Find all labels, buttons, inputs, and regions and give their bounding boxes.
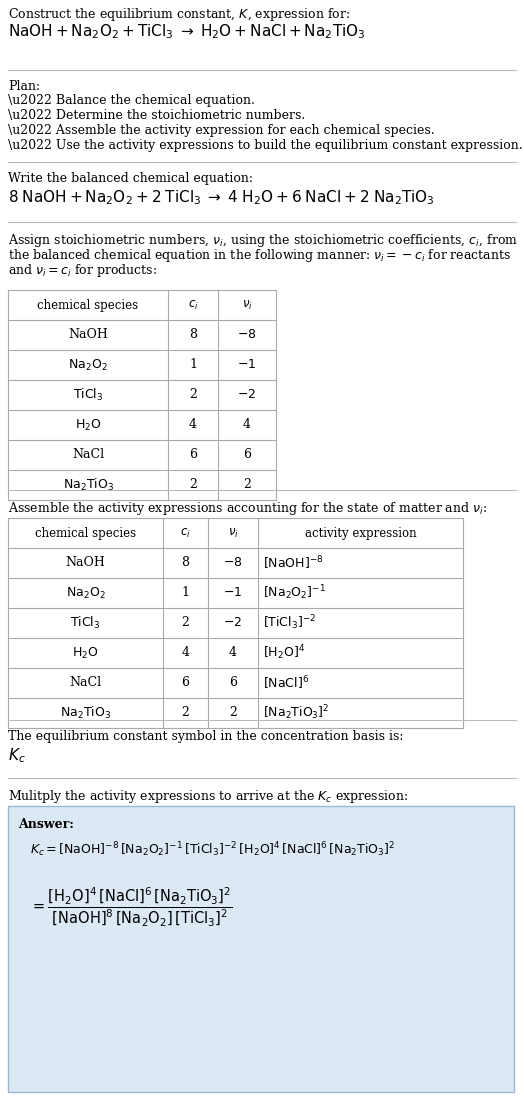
Text: Assign stoichiometric numbers, $\nu_i$, using the stoichiometric coefficients, $: Assign stoichiometric numbers, $\nu_i$, … (8, 232, 518, 249)
Text: $\mathrm{Na_2TiO_3}$: $\mathrm{Na_2TiO_3}$ (60, 705, 111, 721)
Text: activity expression: activity expression (304, 526, 416, 539)
Text: 4: 4 (181, 646, 190, 659)
Text: chemical species: chemical species (35, 526, 136, 539)
Text: \u2022 Use the activity expressions to build the equilibrium constant expression: \u2022 Use the activity expressions to b… (8, 139, 522, 152)
Text: $= \dfrac{[\mathrm{H_2O}]^4\,[\mathrm{NaCl}]^6\,[\mathrm{Na_2TiO_3}]^2}{[\mathrm: $= \dfrac{[\mathrm{H_2O}]^4\,[\mathrm{Na… (30, 886, 233, 929)
Text: 2: 2 (229, 707, 237, 719)
Text: $-8$: $-8$ (237, 328, 257, 341)
Text: $[\mathrm{NaCl}]^6$: $[\mathrm{NaCl}]^6$ (263, 674, 309, 691)
Text: $-2$: $-2$ (223, 617, 243, 630)
Text: $c_i$: $c_i$ (188, 298, 199, 312)
Text: 8: 8 (181, 556, 190, 569)
Text: 2: 2 (189, 389, 197, 402)
Text: NaCl: NaCl (72, 448, 104, 461)
Text: $[\mathrm{TiCl_3}]^{-2}$: $[\mathrm{TiCl_3}]^{-2}$ (263, 613, 316, 632)
Text: $-2$: $-2$ (237, 389, 257, 402)
Text: $-8$: $-8$ (223, 556, 243, 569)
Text: $[\mathrm{NaOH}]^{-8}$: $[\mathrm{NaOH}]^{-8}$ (263, 554, 323, 571)
Text: $\nu_i$: $\nu_i$ (227, 526, 238, 539)
Text: 6: 6 (243, 448, 251, 461)
Text: 1: 1 (189, 359, 197, 371)
Text: NaOH: NaOH (66, 556, 105, 569)
Text: 6: 6 (181, 676, 190, 689)
Text: $-1$: $-1$ (237, 359, 257, 371)
Text: $\nu_i$: $\nu_i$ (242, 298, 253, 312)
Text: 4: 4 (229, 646, 237, 659)
Text: $c_i$: $c_i$ (180, 526, 191, 539)
Text: \u2022 Assemble the activity expression for each chemical species.: \u2022 Assemble the activity expression … (8, 124, 434, 137)
Text: chemical species: chemical species (37, 298, 138, 312)
Text: Answer:: Answer: (18, 818, 74, 831)
Text: 6: 6 (189, 448, 197, 461)
Text: $K_c = [\mathrm{NaOH}]^{-8}\,[\mathrm{Na_2O_2}]^{-1}\,[\mathrm{TiCl_3}]^{-2}\,[\: $K_c = [\mathrm{NaOH}]^{-8}\,[\mathrm{Na… (30, 840, 395, 859)
Text: $\mathrm{H_2O}$: $\mathrm{H_2O}$ (75, 417, 101, 433)
Text: NaOH: NaOH (68, 328, 108, 341)
Text: $[\mathrm{Na_2TiO_3}]^2$: $[\mathrm{Na_2TiO_3}]^2$ (263, 704, 330, 722)
Text: $\mathrm{Na_2TiO_3}$: $\mathrm{Na_2TiO_3}$ (62, 477, 114, 493)
Text: 6: 6 (229, 676, 237, 689)
Text: The equilibrium constant symbol in the concentration basis is:: The equilibrium constant symbol in the c… (8, 730, 403, 743)
Text: $\mathrm{TiCl_3}$: $\mathrm{TiCl_3}$ (70, 615, 101, 631)
Text: 2: 2 (189, 479, 197, 491)
Text: 1: 1 (181, 587, 190, 600)
Text: 2: 2 (243, 479, 251, 491)
Text: Mulitply the activity expressions to arrive at the $K_c$ expression:: Mulitply the activity expressions to arr… (8, 788, 408, 805)
Text: Write the balanced chemical equation:: Write the balanced chemical equation: (8, 172, 253, 185)
Text: $[\mathrm{H_2O}]^4$: $[\mathrm{H_2O}]^4$ (263, 644, 305, 663)
Text: 8: 8 (189, 328, 197, 341)
Text: $\mathrm{Na_2O_2}$: $\mathrm{Na_2O_2}$ (68, 358, 108, 372)
Text: $-1$: $-1$ (223, 587, 243, 600)
Text: NaCl: NaCl (70, 676, 102, 689)
Text: $\mathrm{TiCl_3}$: $\mathrm{TiCl_3}$ (73, 386, 103, 403)
Text: \u2022 Balance the chemical equation.: \u2022 Balance the chemical equation. (8, 94, 255, 107)
Text: \u2022 Determine the stoichiometric numbers.: \u2022 Determine the stoichiometric numb… (8, 109, 305, 122)
Text: $\mathrm{NaOH + Na_2O_2 + TiCl_3 \;\rightarrow\; H_2O + NaCl + Na_2TiO_3}$: $\mathrm{NaOH + Na_2O_2 + TiCl_3 \;\righ… (8, 22, 366, 41)
Text: and $\nu_i = c_i$ for products:: and $\nu_i = c_i$ for products: (8, 262, 157, 279)
Text: the balanced chemical equation in the following manner: $\nu_i = -c_i$ for react: the balanced chemical equation in the fo… (8, 247, 511, 264)
Text: 2: 2 (181, 617, 190, 630)
Bar (8, 806, 514, 1092)
Text: Plan:: Plan: (8, 80, 40, 92)
Text: $K_c$: $K_c$ (8, 746, 26, 765)
Text: $\mathrm{8\;NaOH + Na_2O_2 + 2\;TiCl_3 \;\rightarrow\; 4\;H_2O + 6\;NaCl + 2\;Na: $\mathrm{8\;NaOH + Na_2O_2 + 2\;TiCl_3 \… (8, 188, 435, 207)
Text: $\mathrm{Na_2O_2}$: $\mathrm{Na_2O_2}$ (66, 586, 105, 600)
Text: Construct the equilibrium constant, $K$, expression for:: Construct the equilibrium constant, $K$,… (8, 6, 350, 23)
Text: Assemble the activity expressions accounting for the state of matter and $\nu_i$: Assemble the activity expressions accoun… (8, 500, 487, 517)
Text: 4: 4 (243, 418, 251, 432)
Text: 2: 2 (181, 707, 190, 719)
Text: 4: 4 (189, 418, 197, 432)
Text: $[\mathrm{Na_2O_2}]^{-1}$: $[\mathrm{Na_2O_2}]^{-1}$ (263, 584, 326, 602)
Text: $\mathrm{H_2O}$: $\mathrm{H_2O}$ (72, 645, 99, 661)
